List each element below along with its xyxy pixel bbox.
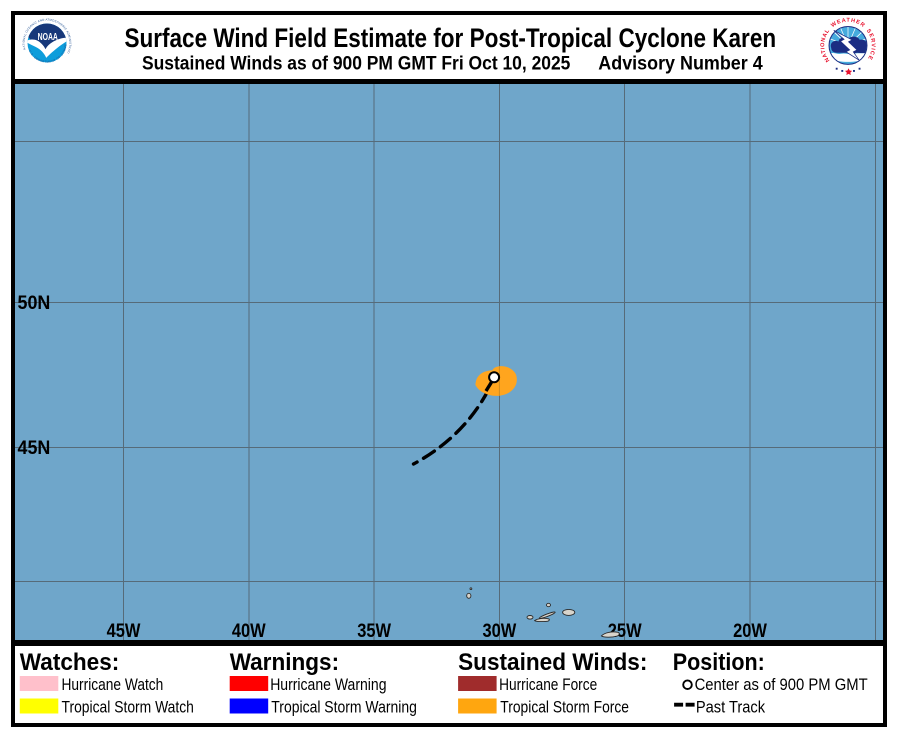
svg-text:NOAA: NOAA [38,32,58,43]
svg-text:SERVICE: SERVICE [865,28,876,61]
svg-text:45W: 45W [107,621,141,642]
svg-text:35W: 35W [357,621,391,642]
svg-text:Center as of 900 PM GMT: Center as of 900 PM GMT [695,675,868,694]
svg-text:Watches:: Watches: [20,649,120,676]
svg-text:Hurricane Warning: Hurricane Warning [270,675,386,694]
svg-text:Tropical Storm Watch: Tropical Storm Watch [62,698,194,717]
svg-text:Warnings:: Warnings: [230,649,339,676]
svg-text:50N: 50N [18,293,51,314]
svg-text:NATIONAL: NATIONAL [820,28,831,63]
svg-text:Tropical Storm Warning: Tropical Storm Warning [271,698,417,717]
svg-text:WEATHER: WEATHER [830,18,866,30]
svg-text:Past Track: Past Track [696,698,766,717]
svg-text:25W: 25W [608,621,642,642]
svg-text:Position:: Position: [673,649,765,676]
svg-text:Sustained Winds:: Sustained Winds: [458,649,647,676]
svg-text:30W: 30W [483,621,517,642]
svg-text:Hurricane Force: Hurricane Force [499,675,597,694]
svg-text:40W: 40W [232,621,266,642]
svg-text:Advisory Number 4: Advisory Number 4 [598,53,763,74]
svg-text:Surface Wind Field Estimate fo: Surface Wind Field Estimate for Post-Tro… [125,23,777,53]
svg-text:Sustained Winds as of 900 PM G: Sustained Winds as of 900 PM GMT Fri Oct… [142,53,571,74]
svg-text:Tropical Storm Force: Tropical Storm Force [500,698,629,717]
svg-text:45N: 45N [18,438,51,459]
svg-text:Hurricane Watch: Hurricane Watch [62,675,164,694]
svg-text:20W: 20W [733,621,767,642]
